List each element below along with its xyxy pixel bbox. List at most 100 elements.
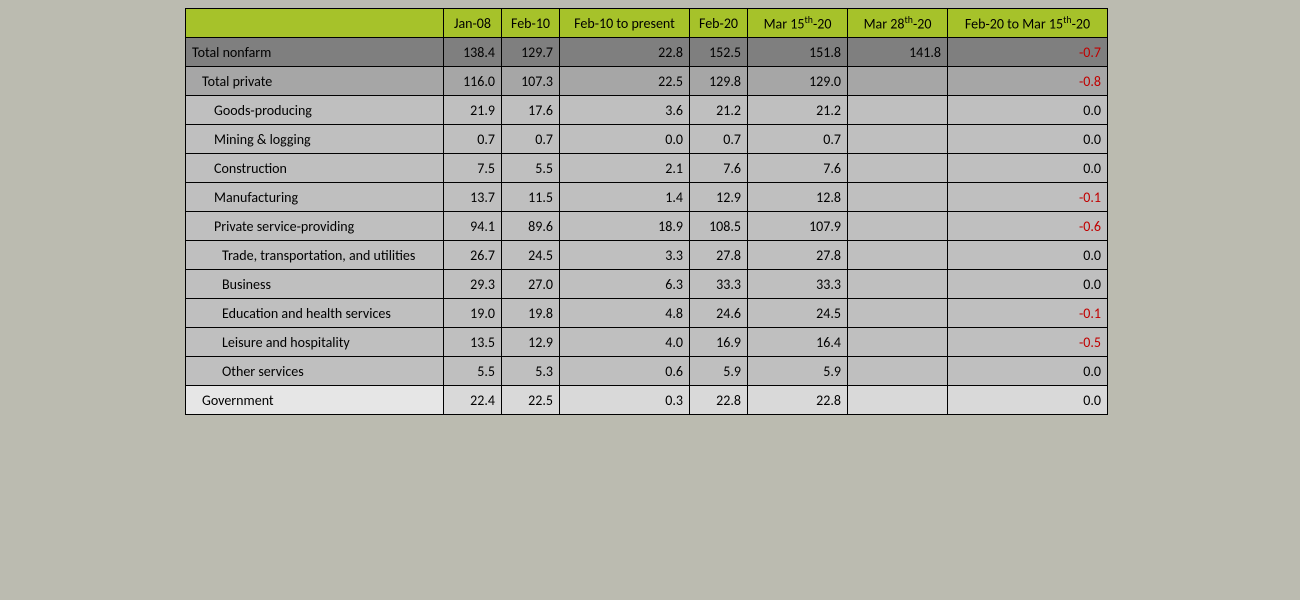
cell-c6 <box>848 328 948 357</box>
table-row: Manufacturing13.711.51.412.912.8-0.1 <box>186 183 1108 212</box>
col-header-c5: Mar 15th-20 <box>748 9 848 38</box>
cell-c3: 3.3 <box>560 241 690 270</box>
cell-c2: 129.7 <box>502 38 560 67</box>
cell-c3: 4.8 <box>560 299 690 328</box>
cell-c4: 33.3 <box>690 270 748 299</box>
table-row: Other services5.55.30.65.95.90.0 <box>186 357 1108 386</box>
cell-c6 <box>848 67 948 96</box>
cell-c1: 22.4 <box>444 386 502 415</box>
cell-c2: 27.0 <box>502 270 560 299</box>
table-row: Total private116.0107.322.5129.8129.0-0.… <box>186 67 1108 96</box>
cell-c2: 0.7 <box>502 125 560 154</box>
cell-c3: 6.3 <box>560 270 690 299</box>
cell-c3: 1.4 <box>560 183 690 212</box>
table-row: Total nonfarm138.4129.722.8152.5151.8141… <box>186 38 1108 67</box>
cell-c3: 0.3 <box>560 386 690 415</box>
table-row: Trade, transportation, and utilities26.7… <box>186 241 1108 270</box>
cell-c5: 22.8 <box>748 386 848 415</box>
col-header-c7: Feb-20 to Mar 15th-20 <box>948 9 1108 38</box>
cell-c2: 11.5 <box>502 183 560 212</box>
row-label: Leisure and hospitality <box>186 328 444 357</box>
row-label: Private service-providing <box>186 212 444 241</box>
cell-c3: 0.0 <box>560 125 690 154</box>
cell-c5: 21.2 <box>748 96 848 125</box>
cell-c4: 27.8 <box>690 241 748 270</box>
cell-c1: 26.7 <box>444 241 502 270</box>
cell-c4: 24.6 <box>690 299 748 328</box>
cell-c6 <box>848 270 948 299</box>
cell-c1: 7.5 <box>444 154 502 183</box>
cell-c2: 89.6 <box>502 212 560 241</box>
cell-c5: 7.6 <box>748 154 848 183</box>
cell-c5: 151.8 <box>748 38 848 67</box>
table-row: Education and health services19.019.84.8… <box>186 299 1108 328</box>
employment-table: Jan-08Feb-10Feb-10 to presentFeb-20Mar 1… <box>185 8 1108 415</box>
cell-c2: 22.5 <box>502 386 560 415</box>
col-header-label <box>186 9 444 38</box>
cell-c4: 16.9 <box>690 328 748 357</box>
cell-c5: 27.8 <box>748 241 848 270</box>
col-header-c4: Feb-20 <box>690 9 748 38</box>
cell-c7: -0.5 <box>948 328 1108 357</box>
cell-c4: 0.7 <box>690 125 748 154</box>
cell-c2: 5.5 <box>502 154 560 183</box>
col-header-c6: Mar 28th-20 <box>848 9 948 38</box>
cell-c6: 141.8 <box>848 38 948 67</box>
cell-c4: 5.9 <box>690 357 748 386</box>
col-header-c3: Feb-10 to present <box>560 9 690 38</box>
cell-c7: 0.0 <box>948 386 1108 415</box>
cell-c5: 33.3 <box>748 270 848 299</box>
row-label: Other services <box>186 357 444 386</box>
table-row: Private service-providing94.189.618.9108… <box>186 212 1108 241</box>
col-header-c1: Jan-08 <box>444 9 502 38</box>
cell-c1: 0.7 <box>444 125 502 154</box>
cell-c5: 5.9 <box>748 357 848 386</box>
cell-c1: 5.5 <box>444 357 502 386</box>
cell-c7: 0.0 <box>948 357 1108 386</box>
cell-c2: 5.3 <box>502 357 560 386</box>
cell-c2: 19.8 <box>502 299 560 328</box>
row-label: Government <box>186 386 444 415</box>
cell-c5: 129.0 <box>748 67 848 96</box>
cell-c7: 0.0 <box>948 96 1108 125</box>
cell-c4: 152.5 <box>690 38 748 67</box>
cell-c4: 21.2 <box>690 96 748 125</box>
cell-c6 <box>848 154 948 183</box>
col-header-c2: Feb-10 <box>502 9 560 38</box>
cell-c1: 13.7 <box>444 183 502 212</box>
cell-c3: 2.1 <box>560 154 690 183</box>
cell-c1: 116.0 <box>444 67 502 96</box>
cell-c6 <box>848 96 948 125</box>
cell-c7: -0.1 <box>948 183 1108 212</box>
cell-c5: 107.9 <box>748 212 848 241</box>
cell-c2: 12.9 <box>502 328 560 357</box>
cell-c1: 29.3 <box>444 270 502 299</box>
cell-c3: 3.6 <box>560 96 690 125</box>
cell-c7: 0.0 <box>948 270 1108 299</box>
table-row: Construction7.55.52.17.67.60.0 <box>186 154 1108 183</box>
cell-c7: -0.8 <box>948 67 1108 96</box>
cell-c1: 13.5 <box>444 328 502 357</box>
row-label: Education and health services <box>186 299 444 328</box>
cell-c5: 24.5 <box>748 299 848 328</box>
table-header-row: Jan-08Feb-10Feb-10 to presentFeb-20Mar 1… <box>186 9 1108 38</box>
row-label: Goods-producing <box>186 96 444 125</box>
cell-c6 <box>848 125 948 154</box>
cell-c7: 0.0 <box>948 125 1108 154</box>
cell-c5: 16.4 <box>748 328 848 357</box>
cell-c4: 7.6 <box>690 154 748 183</box>
table-row: Business29.327.06.333.333.30.0 <box>186 270 1108 299</box>
cell-c6 <box>848 241 948 270</box>
row-label: Mining & logging <box>186 125 444 154</box>
cell-c5: 0.7 <box>748 125 848 154</box>
cell-c4: 129.8 <box>690 67 748 96</box>
employment-table-container: Jan-08Feb-10Feb-10 to presentFeb-20Mar 1… <box>0 0 1300 415</box>
cell-c7: 0.0 <box>948 241 1108 270</box>
table-row: Mining & logging0.70.70.00.70.70.0 <box>186 125 1108 154</box>
table-row: Leisure and hospitality13.512.94.016.916… <box>186 328 1108 357</box>
cell-c1: 94.1 <box>444 212 502 241</box>
cell-c4: 22.8 <box>690 386 748 415</box>
cell-c5: 12.8 <box>748 183 848 212</box>
row-label: Manufacturing <box>186 183 444 212</box>
table-row: Goods-producing21.917.63.621.221.20.0 <box>186 96 1108 125</box>
